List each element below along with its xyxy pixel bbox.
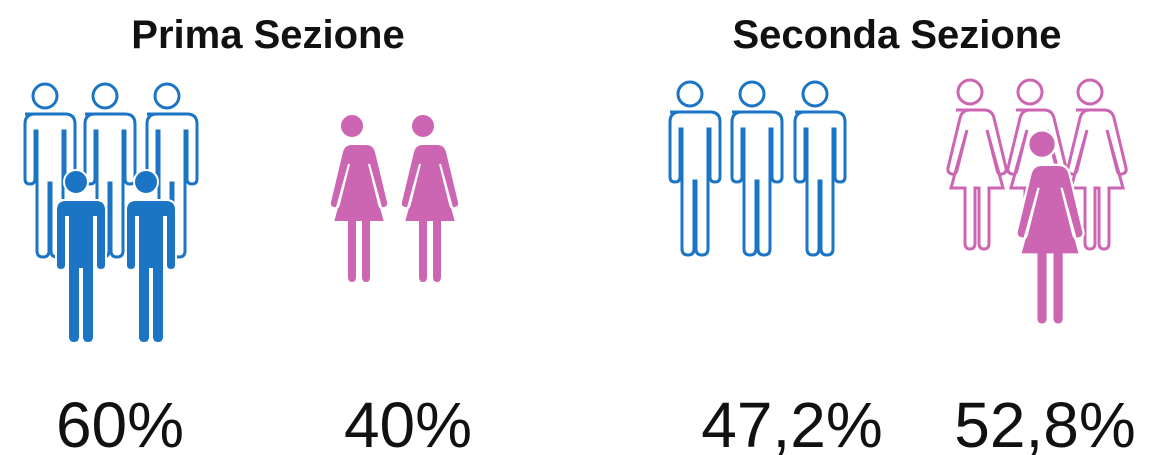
percentage: 40% — [344, 389, 472, 455]
women-icons-filled — [328, 113, 461, 284]
percentage: 60% — [56, 389, 184, 455]
men-icons — [668, 80, 847, 257]
percentage: 47,2% — [701, 389, 882, 455]
section-title: Prima Sezione — [131, 13, 404, 57]
section-title: Seconda Sezione — [733, 13, 1062, 57]
percentage: 52,8% — [954, 389, 1135, 455]
